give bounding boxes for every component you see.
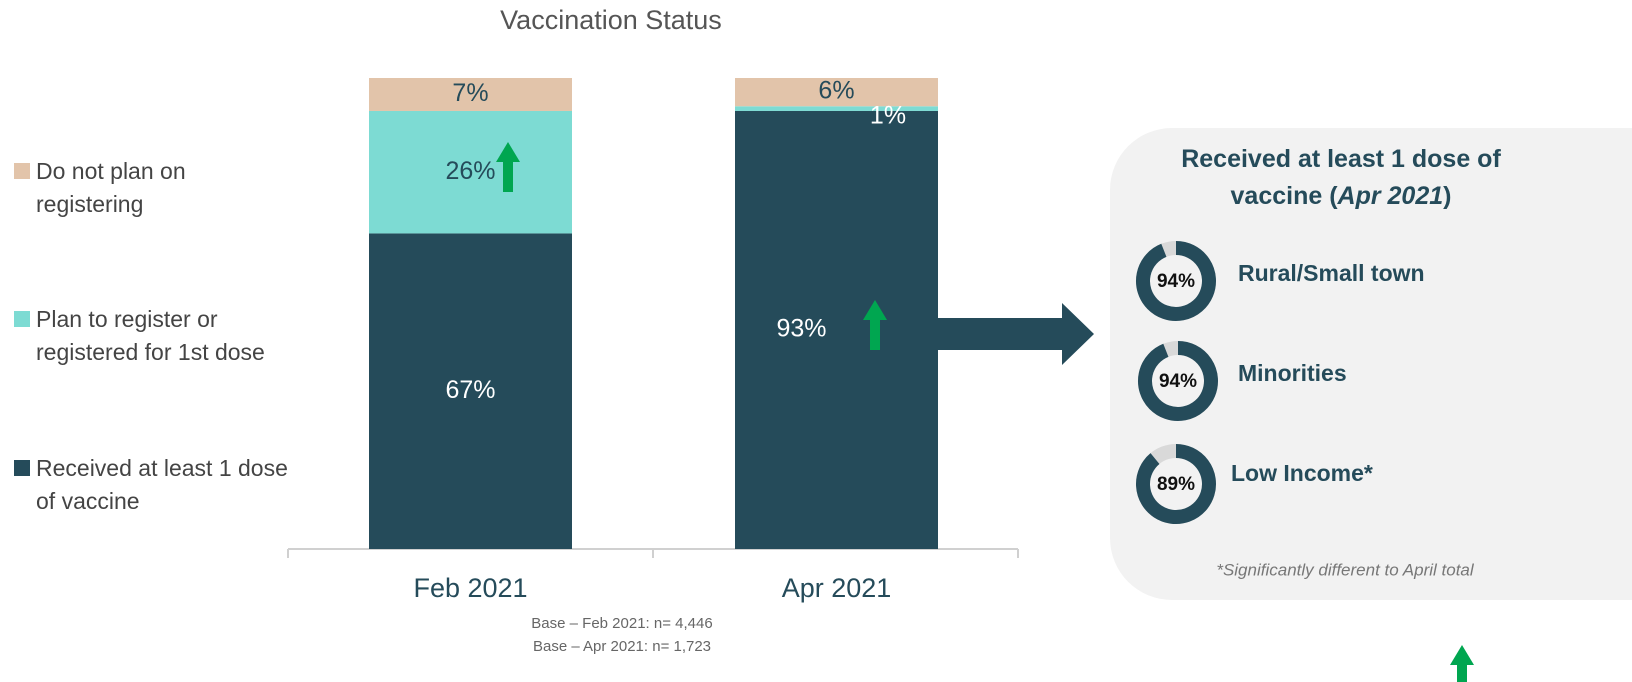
bars <box>369 78 938 549</box>
donut-label: 94% <box>1157 271 1195 292</box>
bar-segment <box>735 78 938 107</box>
donut-arc <box>1136 444 1216 524</box>
legend-label: Do not plan on registering <box>36 158 186 217</box>
legend-swatch <box>14 163 30 179</box>
bar-segment <box>369 78 572 111</box>
bar-segment <box>735 106 938 111</box>
legend-item: Do not plan on registering <box>14 155 304 221</box>
donut-name: Rural/Small town <box>1238 260 1425 286</box>
data-label: 1% <box>870 102 906 130</box>
data-label: 6% <box>818 77 854 105</box>
data-label: 7% <box>452 79 488 107</box>
chart-title: Vaccination Status <box>500 5 722 35</box>
donut-name: Low Income* <box>1231 460 1373 486</box>
legend-swatch <box>14 460 30 476</box>
panel-title-part: ( <box>1329 182 1338 210</box>
legend-item: Plan to register or registered for 1st d… <box>14 303 304 369</box>
big-arrow-head <box>1062 303 1094 365</box>
legend-item: Received at least 1 dose of vaccine <box>14 452 304 518</box>
legend-label: Plan to register or registered for 1st d… <box>36 306 265 365</box>
donut-label: 94% <box>1159 371 1197 392</box>
base-note: Base – Feb 2021: n= 4,446 <box>531 615 712 632</box>
donut-arc <box>1136 241 1216 321</box>
x-tick-label: Apr 2021 <box>782 573 892 603</box>
increase-arrow <box>1450 645 1474 682</box>
panel-title-part: Received at least 1 dose of <box>1181 145 1501 173</box>
footnote: *Significantly different to April total <box>1216 560 1475 579</box>
bar-segment <box>735 110 938 549</box>
donut-arc <box>1138 341 1218 421</box>
x-tick-label: Feb 2021 <box>413 573 527 603</box>
panel-title-part: vaccine <box>1231 182 1330 210</box>
bar-segment <box>369 110 572 234</box>
increase-arrow <box>863 300 887 350</box>
labels: 67% 26% 7% 93% 1% 6% <box>445 77 906 404</box>
panel-title: Received at least 1 dose of <box>1181 145 1501 173</box>
increase-arrow <box>496 142 520 192</box>
data-label: 67% <box>445 376 495 404</box>
donut-name: Minorities <box>1238 360 1347 386</box>
donut-label: 89% <box>1157 474 1195 495</box>
legend-label: Received at least 1 dose of vaccine <box>36 455 288 514</box>
panel-title-part: Apr 2021 <box>1337 182 1444 210</box>
legend-swatch <box>14 311 30 327</box>
bar-segment <box>369 233 572 549</box>
panel-title-part: ) <box>1443 182 1451 210</box>
data-label: 26% <box>445 157 495 185</box>
panel-title: vaccine (Apr 2021) <box>1231 182 1452 210</box>
panel <box>1110 128 1632 600</box>
base-note: Base – Apr 2021: n= 1,723 <box>533 638 711 655</box>
data-label: 93% <box>776 315 826 343</box>
big-arrow <box>938 318 1062 350</box>
